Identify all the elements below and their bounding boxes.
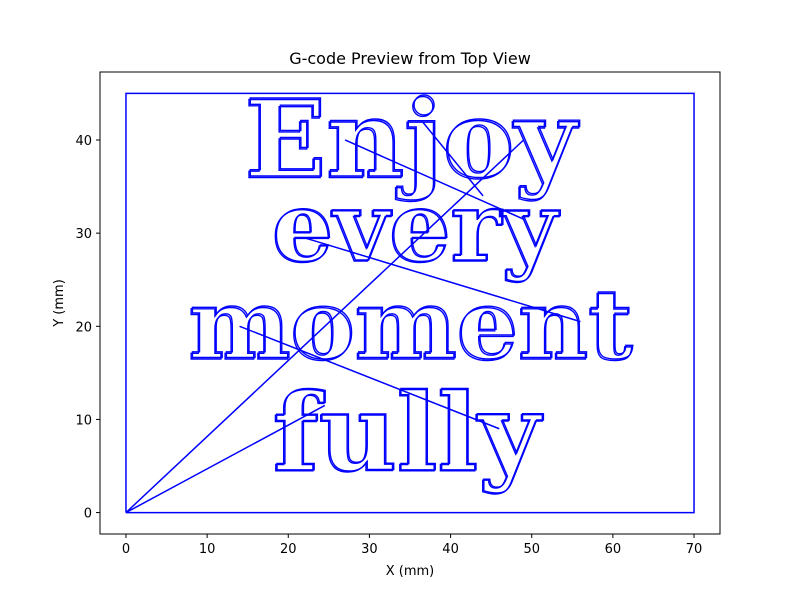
y-tick-label: 0 — [84, 507, 92, 522]
travel-move-4 — [304, 237, 581, 323]
y-tick-label: 30 — [75, 227, 92, 242]
plot-area: EnjoyEnjoyeveryeverymomentmomentfullyful… — [125, 75, 695, 514]
y-axis-ticks: 0 10 20 30 40 — [75, 134, 100, 522]
y-tick-label: 20 — [75, 320, 92, 335]
text-toolpath-moment-inner: moment — [189, 267, 634, 381]
text-toolpath-fully-inner: fully — [273, 369, 543, 495]
y-axis-label: Y (mm) — [52, 279, 67, 328]
travel-move-1 — [125, 404, 326, 514]
x-tick-label: 60 — [605, 542, 622, 557]
x-tick-label: 30 — [361, 542, 378, 557]
x-tick-label: 0 — [122, 542, 130, 557]
x-tick-label: 40 — [442, 542, 459, 557]
travel-move-5 — [344, 139, 524, 220]
y-tick-label: 40 — [75, 134, 92, 149]
x-tick-label: 50 — [523, 542, 540, 557]
text-toolpath-enjoy: Enjoy — [244, 77, 579, 203]
y-tick-label: 10 — [75, 413, 92, 428]
chart-title: G-code Preview from Top View — [289, 49, 531, 68]
text-toolpath-every-inner: every — [273, 169, 561, 283]
x-axis-ticks: 0 10 20 30 40 50 60 70 — [122, 534, 702, 557]
travel-move-2 — [125, 139, 525, 514]
plot-frame — [99, 71, 721, 535]
border-toolpath — [125, 92, 695, 514]
travel-move-3 — [239, 325, 500, 430]
text-toolpath-fully: fully — [272, 371, 542, 497]
x-tick-label: 20 — [280, 542, 297, 557]
text-toolpath-enjoy-inner: Enjoy — [245, 76, 580, 202]
x-tick-label: 70 — [686, 542, 703, 557]
text-toolpath-every: every — [271, 170, 559, 284]
x-tick-label: 10 — [199, 542, 216, 557]
text-toolpath-moment: moment — [188, 268, 633, 382]
travel-move-6 — [421, 120, 484, 197]
x-axis-label: X (mm) — [386, 564, 435, 579]
